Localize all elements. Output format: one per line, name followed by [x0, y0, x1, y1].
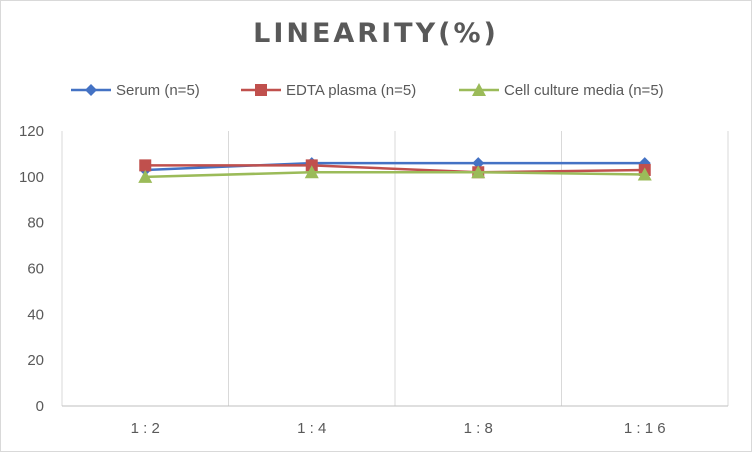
y-tick-label: 40	[27, 306, 44, 323]
y-tick-label: 0	[36, 398, 44, 415]
y-tick-label: 20	[27, 352, 44, 369]
x-tick-label: 1 : 2	[131, 420, 160, 437]
legend-label-edta-plasma: EDTA plasma (n=5)	[286, 81, 417, 99]
y-tick-label: 100	[19, 169, 44, 186]
legend-item-serum: Serum (n=5)	[70, 78, 200, 102]
legend-label-serum: Serum (n=5)	[116, 81, 200, 99]
legend-item-edta-plasma: EDTA plasma (n=5)	[240, 78, 416, 102]
chart-title: LINEARITY(%)	[253, 18, 499, 49]
legend-label-cell-culture-media: Cell culture media (n=5)	[504, 81, 664, 99]
x-tick-label: 1 : 4	[297, 420, 326, 437]
legend-item-cell-culture-media: Cell culture media (n=5)	[458, 78, 664, 102]
series-line	[145, 164, 645, 174]
legend: Serum (n=5) EDTA plasma (n=5) Cell cultu…	[0, 78, 752, 102]
data-point	[472, 157, 485, 170]
data-point	[637, 167, 652, 181]
y-tick-label: 60	[27, 261, 44, 278]
legend-marker-edta-plasma	[241, 84, 281, 96]
y-tick-label: 80	[27, 215, 44, 232]
series-line	[145, 171, 645, 179]
x-tick-label: 1 : 8	[464, 420, 493, 437]
data-point	[304, 165, 319, 179]
y-tick-label: 120	[19, 123, 44, 140]
legend-marker-cell-culture-media	[459, 83, 499, 96]
x-tick-label: 1 : 1 6	[624, 420, 666, 437]
data-point	[138, 169, 153, 183]
data-point	[471, 165, 486, 179]
data-point	[139, 159, 152, 172]
legend-marker-serum	[71, 84, 111, 96]
